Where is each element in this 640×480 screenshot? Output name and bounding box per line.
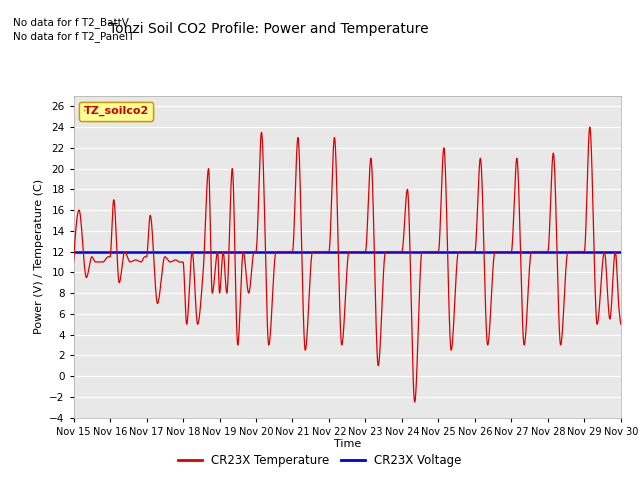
Text: No data for f T2_BattV: No data for f T2_BattV <box>13 17 129 28</box>
Legend: CR23X Temperature, CR23X Voltage: CR23X Temperature, CR23X Voltage <box>173 449 467 472</box>
X-axis label: Time: Time <box>333 439 361 449</box>
Y-axis label: Power (V) / Temperature (C): Power (V) / Temperature (C) <box>34 179 44 335</box>
Text: Tonzi Soil CO2 Profile: Power and Temperature: Tonzi Soil CO2 Profile: Power and Temper… <box>109 22 429 36</box>
Text: No data for f T2_PanelT: No data for f T2_PanelT <box>13 31 134 42</box>
Legend: TZ_soilco2: TZ_soilco2 <box>79 102 154 120</box>
